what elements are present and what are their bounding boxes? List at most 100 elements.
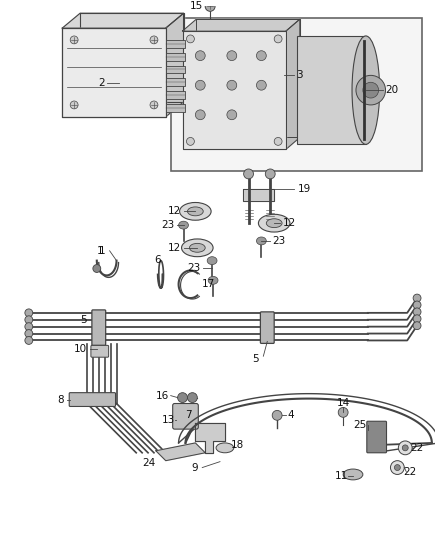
Text: 20: 20: [385, 85, 398, 95]
Bar: [166, 91, 186, 99]
Circle shape: [274, 35, 282, 43]
Text: 9: 9: [191, 463, 198, 473]
Polygon shape: [196, 19, 300, 138]
Text: 22: 22: [403, 466, 417, 477]
Circle shape: [398, 441, 412, 455]
Text: 12: 12: [283, 218, 296, 228]
Circle shape: [265, 169, 275, 179]
Bar: [166, 78, 186, 86]
Ellipse shape: [180, 203, 211, 220]
Circle shape: [187, 393, 198, 402]
Bar: [166, 40, 186, 48]
Text: 23: 23: [188, 263, 201, 272]
Circle shape: [187, 35, 194, 43]
Circle shape: [227, 51, 237, 61]
Circle shape: [70, 101, 78, 109]
Ellipse shape: [179, 221, 188, 229]
Circle shape: [25, 316, 33, 324]
Text: 22: 22: [410, 443, 424, 453]
FancyBboxPatch shape: [367, 421, 386, 453]
Circle shape: [25, 329, 33, 337]
Text: 11: 11: [335, 471, 348, 481]
Circle shape: [256, 80, 266, 90]
FancyBboxPatch shape: [173, 403, 198, 429]
Text: 25: 25: [353, 420, 367, 430]
Text: 17: 17: [201, 279, 215, 289]
Text: 10: 10: [74, 344, 87, 354]
Circle shape: [413, 315, 421, 322]
FancyBboxPatch shape: [260, 312, 274, 343]
Circle shape: [413, 294, 421, 302]
Circle shape: [25, 309, 33, 317]
Ellipse shape: [208, 277, 218, 284]
Circle shape: [195, 80, 205, 90]
Polygon shape: [183, 31, 286, 149]
Polygon shape: [166, 13, 184, 117]
Polygon shape: [243, 189, 274, 200]
Text: 1: 1: [99, 246, 105, 256]
Bar: [166, 104, 186, 112]
Text: 24: 24: [142, 458, 155, 467]
FancyBboxPatch shape: [92, 310, 106, 345]
FancyBboxPatch shape: [69, 393, 116, 407]
Circle shape: [402, 445, 408, 451]
Polygon shape: [183, 19, 300, 31]
Ellipse shape: [266, 219, 282, 228]
Circle shape: [244, 169, 254, 179]
Ellipse shape: [187, 207, 203, 216]
Ellipse shape: [182, 239, 213, 257]
Text: 8: 8: [57, 394, 64, 405]
Bar: [171, 18, 422, 171]
Circle shape: [394, 465, 400, 471]
Circle shape: [413, 301, 421, 309]
Circle shape: [187, 138, 194, 146]
Text: 13: 13: [162, 415, 175, 425]
Polygon shape: [80, 13, 184, 102]
Circle shape: [205, 2, 215, 11]
Circle shape: [195, 51, 205, 61]
Circle shape: [195, 110, 205, 120]
Text: 23: 23: [272, 236, 286, 246]
Circle shape: [413, 308, 421, 316]
Circle shape: [274, 138, 282, 146]
Text: 4: 4: [288, 410, 294, 421]
Polygon shape: [62, 13, 184, 28]
Ellipse shape: [258, 214, 290, 232]
Polygon shape: [62, 28, 166, 117]
Circle shape: [272, 410, 282, 420]
Circle shape: [150, 101, 158, 109]
Circle shape: [256, 51, 266, 61]
Ellipse shape: [190, 244, 205, 252]
Text: 3: 3: [297, 70, 303, 80]
Bar: [166, 66, 186, 74]
Text: 12: 12: [168, 243, 181, 253]
Circle shape: [70, 36, 78, 44]
Circle shape: [390, 461, 404, 474]
Circle shape: [227, 80, 237, 90]
FancyBboxPatch shape: [91, 345, 109, 357]
Polygon shape: [156, 443, 205, 461]
Polygon shape: [286, 19, 300, 149]
Circle shape: [25, 336, 33, 344]
Ellipse shape: [352, 36, 380, 144]
Circle shape: [356, 75, 385, 105]
Circle shape: [93, 264, 101, 272]
Polygon shape: [195, 423, 225, 453]
Text: 2: 2: [99, 78, 105, 88]
Ellipse shape: [256, 237, 266, 245]
Circle shape: [178, 393, 187, 402]
Circle shape: [363, 82, 378, 98]
Ellipse shape: [207, 257, 217, 264]
Circle shape: [413, 322, 421, 329]
Ellipse shape: [216, 443, 234, 453]
Text: 23: 23: [161, 220, 174, 230]
Circle shape: [150, 36, 158, 44]
Circle shape: [227, 110, 237, 120]
Text: 5: 5: [81, 315, 87, 325]
Text: 19: 19: [298, 184, 311, 193]
Text: 16: 16: [156, 391, 170, 401]
Text: 6: 6: [155, 255, 161, 265]
Bar: [297, 36, 366, 144]
Text: 1: 1: [96, 246, 103, 256]
Text: 7: 7: [185, 410, 192, 421]
